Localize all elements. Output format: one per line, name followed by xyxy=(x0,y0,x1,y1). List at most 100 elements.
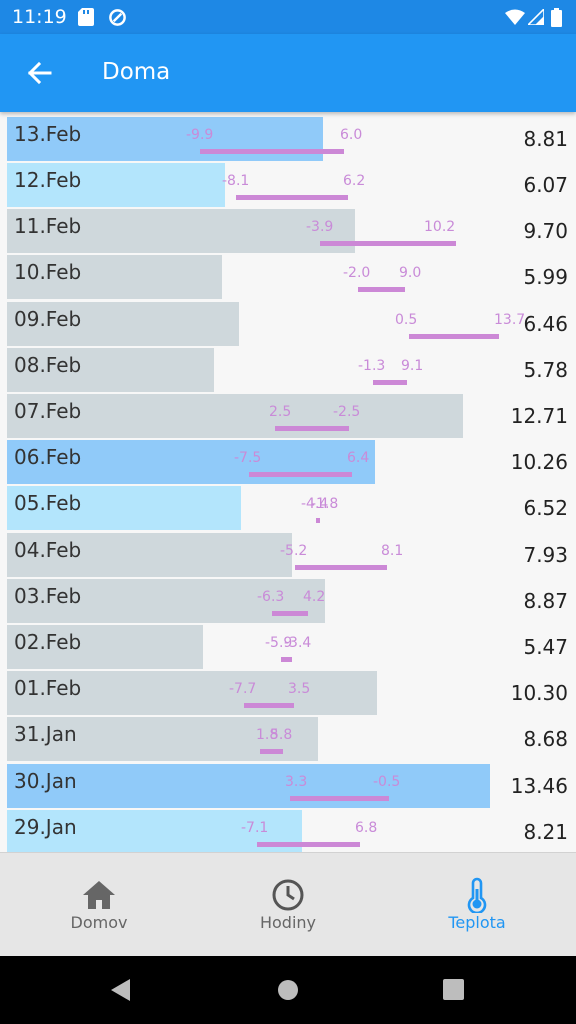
value-bar xyxy=(7,486,241,530)
row-date: 02.Feb xyxy=(14,630,82,654)
temp-min-label: -9.9 xyxy=(186,127,214,143)
row-date: 13.Feb xyxy=(14,122,82,146)
list-item[interactable]: 05.Feb -4.4 -1.8 6.52 xyxy=(0,481,576,530)
temp-min-label: -7.1 xyxy=(241,820,269,836)
nav-clock-label: Hodiny xyxy=(259,913,317,932)
temp-min-label: -4.4 xyxy=(301,496,329,512)
list-item[interactable]: 06.Feb -7.5 6.4 10.26 xyxy=(0,435,576,484)
nav-temperature-label: Teplota xyxy=(448,913,506,932)
temperature-range-bar xyxy=(358,287,405,292)
row-date: 11.Feb xyxy=(14,214,82,238)
list-item[interactable]: 10.Feb -2.0 9.0 5.99 xyxy=(0,250,576,299)
temp-max-label: 6.8 xyxy=(355,820,378,836)
row-date: 30.Jan xyxy=(14,769,77,793)
list-item[interactable]: 01.Feb -7.7 3.5 10.30 xyxy=(0,666,576,715)
temperature-range-bar xyxy=(236,195,348,200)
list-item[interactable]: 30.Jan 3.3 -0.5 13.46 xyxy=(0,759,576,808)
temp-max-label: 6.4 xyxy=(347,450,370,466)
temp-min-label: 1.8 xyxy=(256,727,279,743)
temperature-range-bar xyxy=(272,611,308,616)
temp-min-label: -8.1 xyxy=(222,173,250,189)
temp-max-label: -3.4 xyxy=(284,635,312,651)
value-bar xyxy=(7,394,463,438)
temp-max-label: 4.2 xyxy=(303,589,326,605)
temp-max-label: 9.0 xyxy=(399,265,422,281)
row-value: 8.81 xyxy=(523,127,568,151)
nav-home[interactable]: Domov xyxy=(3,853,195,957)
list-item[interactable]: 08.Feb -1.3 9.1 5.78 xyxy=(0,343,576,392)
list-item[interactable]: 31.Jan 1.8 5.8 8.68 xyxy=(0,712,576,761)
data-saver-icon xyxy=(109,9,126,26)
status-time: 11:19 xyxy=(12,6,67,28)
temp-min-label: -1.3 xyxy=(358,358,386,374)
temp-max-label: 3.5 xyxy=(288,681,311,697)
row-value: 7.93 xyxy=(523,543,568,567)
row-date: 05.Feb xyxy=(14,491,82,515)
list-item[interactable]: 13.Feb -9.9 6.0 8.81 xyxy=(0,112,576,161)
list-item[interactable]: 04.Feb -5.2 8.1 7.93 xyxy=(0,528,576,577)
value-bar xyxy=(7,163,225,207)
signal-icon xyxy=(528,9,544,25)
nav-home-label: Domov xyxy=(70,913,128,932)
list-item[interactable]: 03.Feb -6.3 4.2 8.87 xyxy=(0,574,576,623)
row-date: 07.Feb xyxy=(14,399,82,423)
temp-max-label: 9.1 xyxy=(401,358,424,374)
temperature-range-bar xyxy=(281,657,292,662)
temp-max-label: 13.7 xyxy=(494,312,526,328)
wifi-icon xyxy=(505,9,525,25)
back-arrow-icon[interactable] xyxy=(22,56,56,90)
temp-max-label: -1.8 xyxy=(311,496,339,512)
value-bar xyxy=(7,810,302,852)
temperature-range-bar xyxy=(290,796,389,801)
temperature-range-bar xyxy=(409,334,499,339)
temp-min-label: 0.5 xyxy=(395,312,418,328)
temp-max-label: 10.2 xyxy=(424,219,456,235)
nav-clock[interactable]: Hodiny xyxy=(192,853,384,957)
temp-min-label: -5.9 xyxy=(265,635,293,651)
value-bar xyxy=(7,348,214,392)
list-item[interactable]: 07.Feb 2.5 -2.5 12.71 xyxy=(0,389,576,438)
list-item[interactable]: 02.Feb -5.9 -3.4 5.47 xyxy=(0,620,576,669)
value-bar xyxy=(7,671,377,715)
nav-temperature[interactable]: Teplota xyxy=(381,853,573,957)
list-item[interactable]: 09.Feb 0.5 13.7 6.46 xyxy=(0,297,576,346)
temp-min-label: -7.7 xyxy=(229,681,257,697)
temperature-range-bar xyxy=(200,149,344,154)
value-bar xyxy=(7,209,355,253)
row-value: 8.68 xyxy=(523,727,568,751)
temp-min-label: 2.5 xyxy=(269,404,292,420)
daily-list[interactable]: 13.Feb -9.9 6.0 8.81 12.Feb -8.1 6.2 6.0… xyxy=(0,112,576,852)
row-value: 8.87 xyxy=(523,589,568,613)
back-triangle-icon[interactable] xyxy=(110,978,132,1002)
temperature-range-bar xyxy=(373,380,407,385)
row-date: 04.Feb xyxy=(14,538,82,562)
sd-card-icon xyxy=(78,8,94,26)
home-circle-icon[interactable] xyxy=(277,979,299,1001)
temperature-range-bar xyxy=(275,426,349,431)
temp-max-label: 6.0 xyxy=(340,127,363,143)
recents-square-icon[interactable] xyxy=(443,979,464,1000)
row-value: 5.99 xyxy=(523,265,568,289)
value-bar xyxy=(7,302,239,346)
list-item[interactable]: 29.Jan -7.1 6.8 8.21 xyxy=(0,805,576,852)
list-item[interactable]: 12.Feb -8.1 6.2 6.07 xyxy=(0,158,576,207)
row-value: 6.46 xyxy=(523,312,568,336)
row-date: 10.Feb xyxy=(14,260,82,284)
row-date: 08.Feb xyxy=(14,353,82,377)
row-date: 01.Feb xyxy=(14,676,82,700)
clock-icon xyxy=(272,879,304,911)
status-bar: 11:19 xyxy=(0,0,576,34)
temp-max-label: -0.5 xyxy=(373,774,401,790)
row-date: 29.Jan xyxy=(14,815,77,839)
temperature-range-bar xyxy=(295,565,387,570)
row-value: 5.47 xyxy=(523,635,568,659)
temperature-range-bar xyxy=(260,749,283,754)
list-item[interactable]: 11.Feb -3.9 10.2 9.70 xyxy=(0,204,576,253)
value-bar xyxy=(7,255,222,299)
bottom-navigation: Domov Hodiny Teplota xyxy=(0,852,576,957)
battery-icon xyxy=(551,8,562,27)
temp-max-label: 6.2 xyxy=(343,173,366,189)
temperature-range-bar xyxy=(257,842,360,847)
temp-min-label: -6.3 xyxy=(257,589,285,605)
row-value: 13.46 xyxy=(510,774,568,798)
